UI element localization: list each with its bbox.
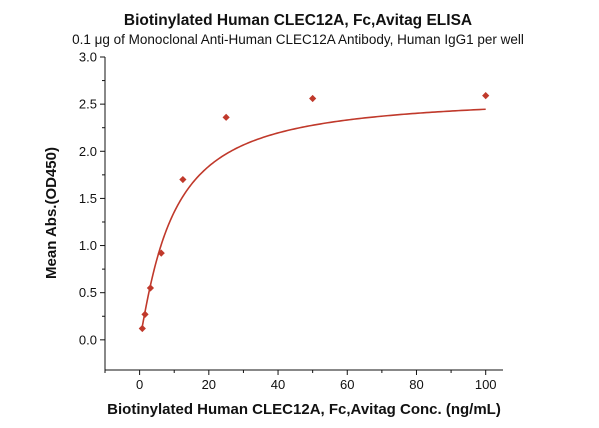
- y-tick-label: 0.0: [79, 332, 97, 347]
- x-axis-label: Biotinylated Human CLEC12A, Fc,Avitag Co…: [107, 401, 501, 418]
- y-tick-label: 1.0: [79, 238, 97, 253]
- x-tick-label: 80: [409, 377, 423, 392]
- data-point: [146, 284, 155, 292]
- y-ticks: 0.0 0.5 1.0 1.5 2.0 2.5 3.0: [79, 50, 105, 347]
- data-point: [157, 249, 165, 257]
- x-tick-label: 0: [136, 377, 143, 392]
- y-tick-label: 0.5: [79, 285, 97, 300]
- y-axis-label: Mean Abs.(OD450): [43, 147, 60, 279]
- x-tick-label: 20: [202, 377, 216, 392]
- data-point: [222, 113, 230, 121]
- chart-subtitle: 0.1 μg of Monoclonal Anti-Human CLEC12A …: [72, 32, 524, 47]
- data-point: [138, 324, 146, 333]
- data-point: [482, 92, 490, 100]
- x-tick-label: 100: [475, 377, 497, 392]
- chart-title: Biotinylated Human CLEC12A, Fc,Avitag EL…: [124, 12, 472, 29]
- data-points: [138, 92, 490, 333]
- x-tick-label: 40: [271, 377, 285, 392]
- y-tick-label: 2.0: [79, 144, 97, 159]
- data-point: [179, 175, 187, 184]
- data-point: [309, 94, 317, 103]
- axes: [104, 57, 503, 371]
- y-tick-label: 3.0: [79, 50, 97, 65]
- data-point: [141, 310, 149, 318]
- y-tick-label: 1.5: [79, 191, 97, 206]
- y-tick-label: 2.5: [79, 97, 97, 112]
- fit-curve: [141, 108, 486, 329]
- x-tick-label: 60: [340, 377, 354, 392]
- x-ticks: 0 20 40 60 80 100: [104, 370, 497, 392]
